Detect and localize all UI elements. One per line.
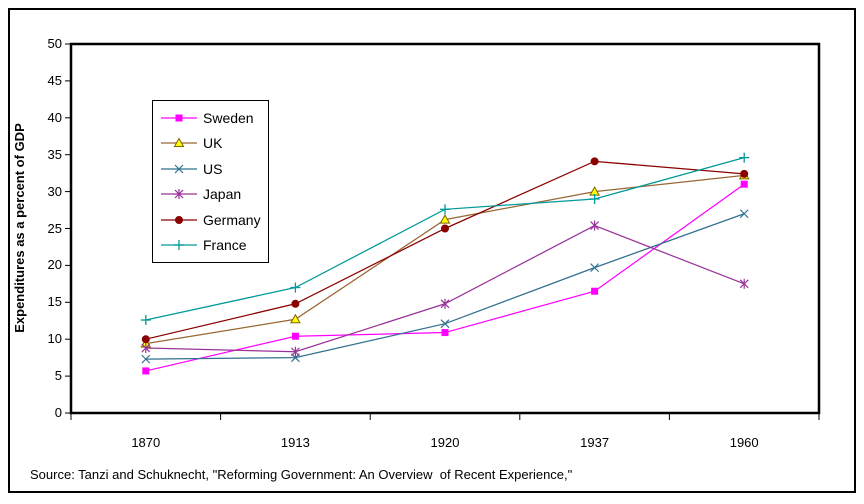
y-tick-label-30: 30 — [47, 183, 62, 199]
legend-label: Sweden — [203, 109, 254, 126]
marker-circle-germany — [141, 335, 150, 344]
legend-marker-square-icon — [161, 114, 197, 122]
marker-plus-france — [290, 282, 301, 293]
y-tick-label-5: 5 — [54, 368, 62, 384]
marker-plus-france — [739, 152, 750, 163]
marker-plus-france — [589, 193, 600, 204]
legend-marker-x-icon — [161, 164, 197, 174]
marker-plus-france — [174, 240, 184, 251]
legend-item-uk: UK — [160, 135, 268, 151]
marker-asterisk-japan — [440, 298, 450, 309]
y-tick-label-35: 35 — [47, 146, 62, 162]
marker-x-us — [440, 319, 450, 329]
y-tick-label-50: 50 — [47, 36, 62, 51]
legend-label: Germany — [203, 211, 261, 228]
marker-triangle-uk — [439, 214, 451, 224]
marker-circle-germany — [441, 224, 449, 233]
marker-triangle-uk — [290, 313, 301, 324]
x-tick-label: 1960 — [729, 435, 759, 450]
legend-label: Japan — [203, 186, 242, 203]
marker-x-us — [590, 263, 600, 273]
legend-item-us: US — [160, 161, 268, 177]
y-tick-label-25: 25 — [47, 220, 62, 236]
legend-marker-circle-icon — [161, 215, 197, 224]
legend-label: US — [203, 160, 223, 177]
marker-asterisk-japan — [739, 278, 749, 289]
marker-square-sweden — [441, 329, 449, 337]
x-tick-label: 1920 — [430, 435, 460, 450]
legend-item-germany: Germany — [160, 212, 268, 228]
marker-circle-germany — [175, 215, 183, 224]
marker-circle-germany — [291, 299, 300, 308]
marker-square-sweden — [740, 180, 748, 188]
marker-x-us — [141, 354, 151, 364]
legend-marker-plus-icon — [161, 240, 197, 251]
marker-square-sweden — [291, 332, 299, 340]
marker-x-us — [174, 164, 184, 174]
legend-marker-triangle-icon — [161, 137, 197, 148]
marker-triangle-uk — [173, 137, 185, 148]
legend-item-japan: Japan — [160, 186, 268, 202]
marker-x-us — [739, 209, 749, 219]
marker-square-sweden — [591, 287, 599, 295]
y-tick-label-40: 40 — [47, 109, 62, 125]
x-tick-label: 1870 — [131, 435, 161, 450]
legend-label: UK — [203, 135, 223, 152]
marker-asterisk-japan — [174, 189, 184, 200]
marker-asterisk-japan — [141, 343, 151, 354]
x-tick-label: 1913 — [280, 435, 310, 450]
y-tick-label-20: 20 — [47, 257, 62, 273]
source-note: Source: Tanzi and Schuknecht, "Reforming… — [30, 467, 573, 482]
y-tick-label-10: 10 — [47, 331, 62, 347]
y-tick-label-45: 45 — [47, 72, 62, 88]
x-tick-label: 1937 — [580, 435, 610, 450]
y-tick-label-0: 0 — [54, 405, 62, 420]
marker-square-sweden — [142, 367, 150, 375]
marker-asterisk-japan — [290, 346, 300, 357]
legend-marker-asterisk-icon — [161, 189, 197, 200]
legend-label: France — [203, 237, 247, 254]
y-tick-label-15: 15 — [47, 294, 62, 310]
y-axis-title: Expenditures as a percent of GDP — [12, 123, 27, 333]
marker-asterisk-japan — [590, 220, 600, 231]
legend-item-france: France — [160, 237, 268, 253]
legend-item-sweden: Sweden — [160, 110, 268, 126]
marker-square-sweden — [175, 114, 183, 122]
chart-legend: Sweden UK US Japan Germany France — [152, 100, 269, 263]
marker-circle-germany — [590, 157, 599, 166]
marker-circle-germany — [740, 169, 749, 178]
marker-plus-france — [140, 315, 151, 326]
marker-plus-france — [440, 204, 450, 215]
